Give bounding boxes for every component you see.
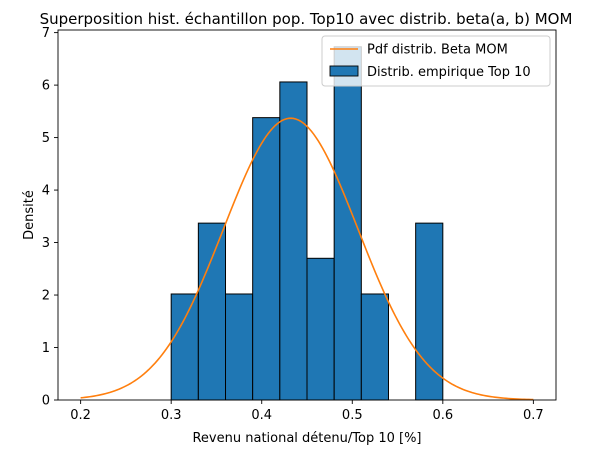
- histogram-bar-4: [279, 81, 308, 401]
- y-tick-label: 7: [42, 26, 50, 41]
- chart-title: Superposition hist. échantillon pop. Top…: [40, 10, 573, 28]
- histogram-bars: [170, 46, 444, 401]
- legend-entry-pdf: Pdf distrib. Beta MOM: [367, 43, 508, 58]
- x-tick-label: 0.3: [161, 408, 182, 423]
- y-axis-ticks: 0 1 2 3 4 5 6 7: [42, 26, 58, 409]
- histogram-bar-6: [333, 46, 362, 401]
- y-axis-label: Densité: [22, 190, 37, 240]
- x-tick-label: 0.7: [523, 408, 544, 423]
- x-tick-label: 0.4: [251, 408, 272, 423]
- histogram-bar-2: [225, 293, 254, 401]
- legend-bar-swatch: [329, 65, 359, 77]
- legend-box: [321, 35, 551, 87]
- x-tick-label: 0.2: [70, 408, 91, 423]
- y-tick-label: 2: [42, 289, 50, 304]
- legend: Pdf distrib. Beta MOM Distrib. empirique…: [321, 35, 551, 87]
- histogram-bar-0: [170, 293, 199, 401]
- y-tick-label: 1: [42, 341, 50, 356]
- histogram-bar-7: [360, 293, 389, 401]
- histogram-bar-1: [197, 222, 227, 401]
- x-tick-label: 0.5: [342, 408, 363, 423]
- x-axis-ticks: 0.2 0.3 0.4 0.5 0.6 0.7: [70, 400, 544, 423]
- y-tick-label: 0: [42, 394, 50, 409]
- legend-entry-histogram: Distrib. empirique Top 10: [367, 65, 531, 80]
- y-tick-label: 5: [42, 131, 50, 146]
- y-tick-label: 4: [42, 184, 50, 199]
- x-tick-label: 0.6: [432, 408, 453, 423]
- y-tick-label: 3: [42, 236, 50, 251]
- pdf-curve-line: [80, 117, 534, 401]
- histogram-bar-5: [306, 257, 335, 401]
- y-tick-label: 6: [42, 79, 50, 94]
- x-axis-label: Revenu national détenu/Top 10 [%]: [192, 431, 421, 446]
- axes-frame: [57, 29, 557, 401]
- histogram-bar-9: [415, 222, 444, 401]
- histogram-bar-3: [252, 117, 281, 401]
